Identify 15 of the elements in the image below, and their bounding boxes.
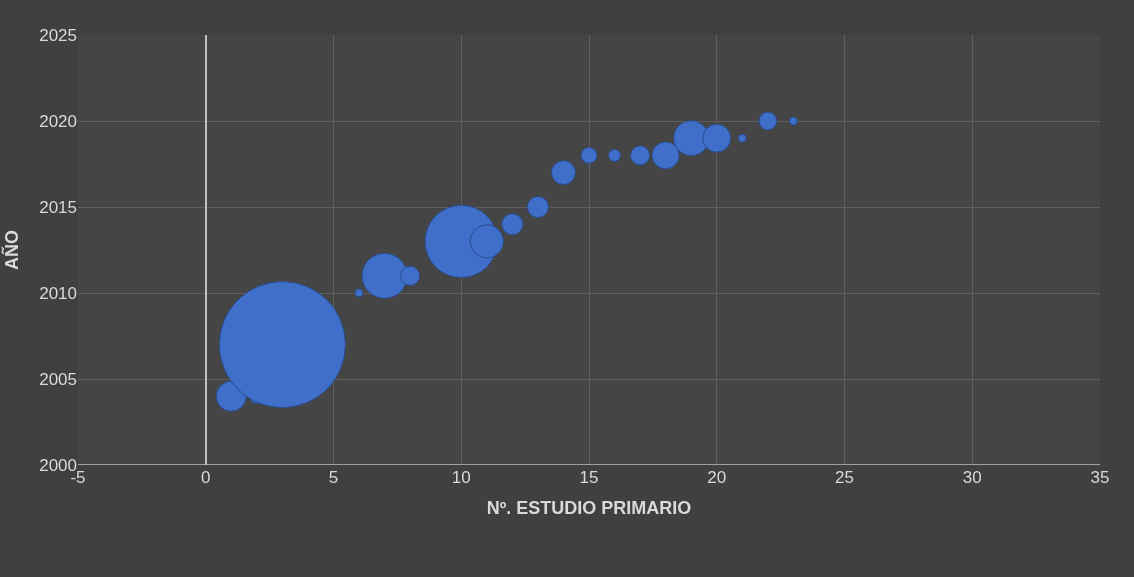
y-tick-label: 2005 xyxy=(39,369,77,389)
y-axis-title: AÑO xyxy=(1,230,23,270)
y-tick-label: 2020 xyxy=(39,111,77,131)
x-tick-label: 20 xyxy=(707,468,727,487)
x-tick-label: 5 xyxy=(328,468,339,487)
y-tick-label: 2025 xyxy=(39,25,77,45)
x-axis-title: Nº. ESTUDIO PRIMARIO xyxy=(486,498,692,519)
x-tick-label: 10 xyxy=(451,468,471,487)
y-tick-label: 2010 xyxy=(39,283,77,303)
x-tick-label: 0 xyxy=(201,468,211,487)
x-tick-label: 35 xyxy=(1090,468,1110,487)
x-tick-label: 25 xyxy=(835,468,854,487)
x-tick-label: 30 xyxy=(962,468,982,487)
y-tick-label: 2015 xyxy=(39,197,77,217)
x-tick-label: 15 xyxy=(579,468,599,487)
